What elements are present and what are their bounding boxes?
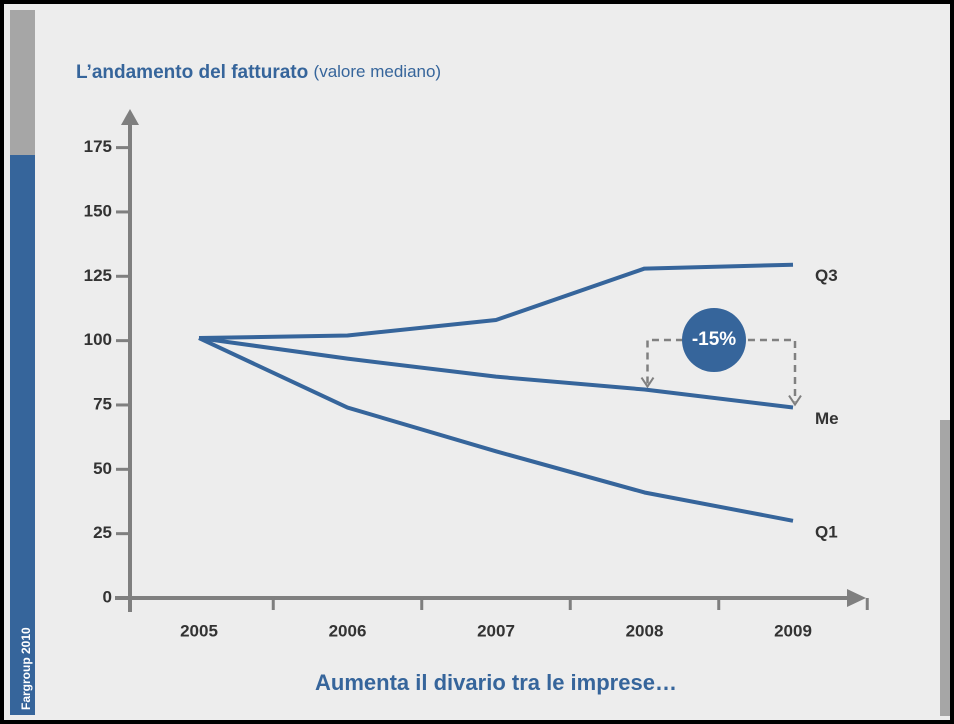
slide: Fargroup 2010 L’andamento del fatturato … <box>0 0 954 724</box>
y-tick-label: 175 <box>84 137 112 156</box>
x-tick-label: 2006 <box>329 621 367 640</box>
slide-background <box>4 4 950 720</box>
y-tick-label: 0 <box>103 587 112 606</box>
y-tick-label: 150 <box>84 201 112 220</box>
series-label: Q1 <box>815 522 838 541</box>
subtitle: (valore mediano) <box>314 62 442 81</box>
y-tick-label: 100 <box>84 330 112 349</box>
caption: Aumenta il divario tra le imprese… <box>315 670 677 695</box>
series-label: Me <box>815 409 839 428</box>
chart-title: L’andamento del fatturato (valore median… <box>76 62 441 83</box>
y-tick-label: 25 <box>93 523 112 542</box>
footer: Fargroup 2010 <box>19 627 33 710</box>
y-tick-label: 75 <box>93 394 112 413</box>
x-tick-label: 2008 <box>626 621 664 640</box>
right-bar <box>940 420 950 716</box>
y-tick-label: 125 <box>84 266 112 285</box>
x-tick-label: 2005 <box>180 621 218 640</box>
series-label: Q3 <box>815 266 838 285</box>
x-tick-label: 2007 <box>477 621 515 640</box>
y-tick-label: 50 <box>93 459 112 478</box>
x-tick-label: 2009 <box>774 621 812 640</box>
annotation: -15% <box>692 329 736 350</box>
title: L’andamento del fatturato <box>76 62 308 83</box>
sidebar-top <box>10 10 35 155</box>
chart: Fargroup 2010 L’andamento del fatturato … <box>0 0 954 724</box>
